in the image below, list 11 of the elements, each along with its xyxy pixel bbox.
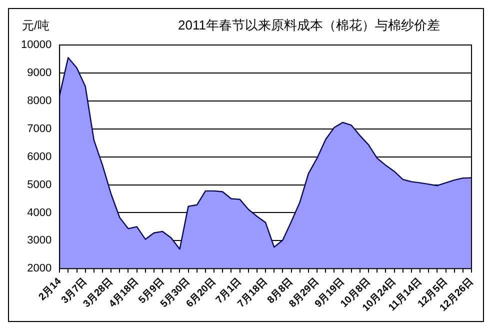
y-tick-label: 5000 [27, 178, 52, 191]
y-tick-label: 8000 [27, 94, 52, 107]
y-tick-label: 7000 [27, 122, 52, 135]
y-tick-label: 9000 [27, 66, 52, 79]
y-tick-label: 6000 [27, 150, 52, 163]
y-tick-label: 10000 [20, 39, 52, 52]
y-tick-label: 4000 [27, 206, 52, 219]
y-tick-label: 2000 [27, 262, 52, 275]
y-tick-label: 3000 [27, 234, 52, 247]
chart-title: 2011年春节以来原料成本（棉花）与棉纱价差 [178, 18, 440, 33]
y-axis-title: 元/吨 [22, 18, 50, 32]
